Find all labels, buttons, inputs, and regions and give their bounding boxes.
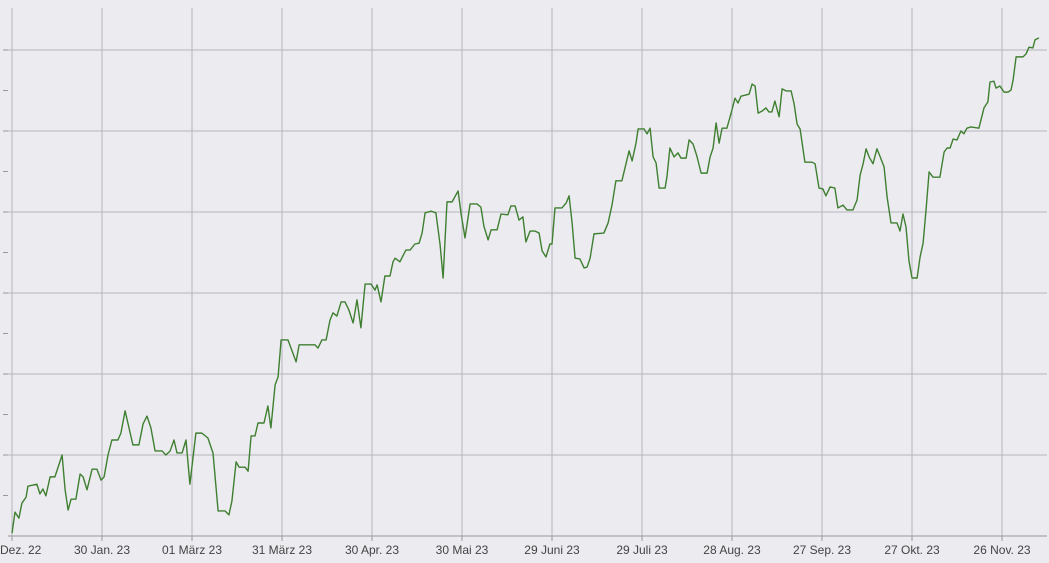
x-tick-label: 30 Jan. 23 (74, 543, 130, 557)
x-tick-label: Dez. 22 (0, 543, 42, 557)
x-tick-label: 27 Sep. 23 (793, 543, 851, 557)
data-line (11, 37, 1040, 534)
x-tick-label: 27 Okt. 23 (884, 543, 940, 557)
x-tick-label: 26 Nov. 23 (973, 543, 1030, 557)
x-tick-label: 28 Aug. 23 (703, 543, 761, 557)
x-tick-label: 01 März 23 (162, 543, 222, 557)
x-tick-label: 29 Juni 23 (524, 543, 580, 557)
x-tick-label: 31 März 23 (252, 543, 312, 557)
x-tick-label: 30 Apr. 23 (345, 543, 399, 557)
x-tick-label: 30 Mai 23 (436, 543, 489, 557)
x-tick-label: 29 Juli 23 (616, 543, 668, 557)
